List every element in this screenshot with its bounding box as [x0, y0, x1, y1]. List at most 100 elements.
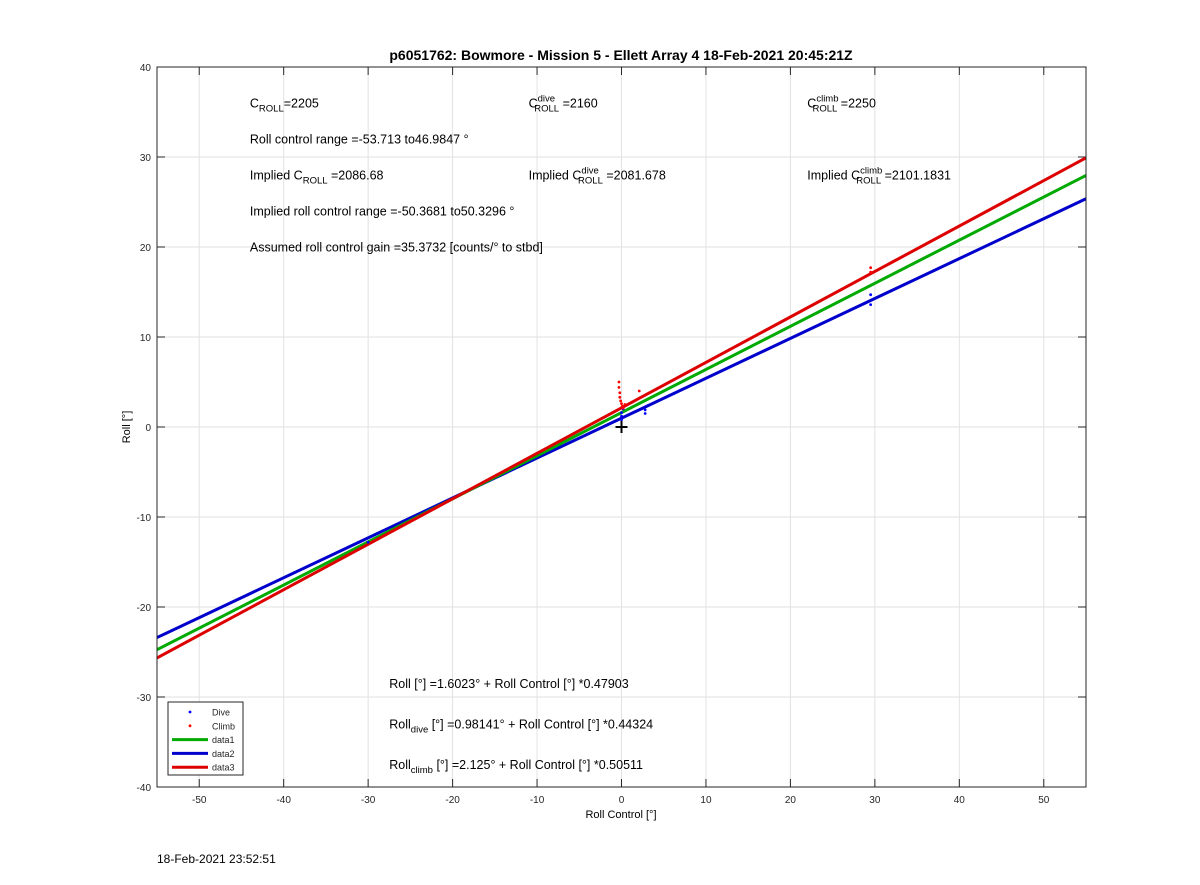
- fit-line-data2: [156, 197, 1087, 639]
- x-tick-label: -20: [445, 795, 460, 806]
- dive-point: [620, 411, 623, 414]
- annotation-base: Roll: [389, 758, 411, 772]
- y-tick-label: -40: [137, 783, 152, 794]
- legend-label: data3: [212, 763, 235, 773]
- annotation-text: =2250: [837, 97, 876, 111]
- annotation-sub: dive: [411, 725, 428, 736]
- annotation-sub: ROLL: [856, 176, 881, 187]
- axis-ticks: -50 -40 -30 -20 -10 0 10 20 30 40 50 -40 -30 -20 -10 0 1…: [137, 63, 1086, 806]
- climb-point: [617, 380, 621, 384]
- annotation-5: Implied Cdive ROLL =2081.678: [529, 166, 666, 187]
- annotation-prefix: Implied: [250, 169, 294, 183]
- dive-point: [620, 418, 623, 422]
- y-axis-label: Roll [°]: [121, 411, 133, 444]
- annotation-text: =2160: [559, 97, 598, 111]
- annotation-text: Roll control range =-53.713 to46.9847 °: [250, 133, 469, 147]
- annotation-sub: ROLL: [259, 104, 284, 115]
- climb-point: [620, 402, 623, 405]
- x-tick-label: 0: [619, 795, 625, 806]
- print-timestamp: 18-Feb-2021 23:52:51: [157, 852, 276, 866]
- annotation-8: Assumed roll control gain =35.3732 [coun…: [250, 241, 543, 255]
- annotation-text: Assumed roll control gain =35.3732 [coun…: [250, 241, 543, 255]
- annotation-11: Rollclimb [°] =2.125° + Roll Control [°]…: [389, 758, 643, 776]
- annotation-10: Rolldive [°] =0.98141° + Roll Control [°…: [389, 718, 653, 736]
- annotation-sup: dive: [538, 94, 555, 105]
- y-tick-label: -30: [137, 693, 152, 704]
- annotation-text: Implied roll control range =-50.3681 to5…: [250, 205, 515, 219]
- annotation-sup: climb: [816, 94, 838, 105]
- legend-label: data2: [212, 749, 235, 759]
- dive-point: [366, 540, 370, 544]
- climb-point: [637, 389, 641, 393]
- annotation-text: =2081.678: [603, 169, 666, 183]
- climb-point: [621, 406, 625, 410]
- annotation-base: C: [851, 169, 860, 183]
- annotation-sub: ROLL: [578, 176, 603, 187]
- annotation-text: =2101.1831: [881, 169, 951, 183]
- y-tick-label: 20: [140, 243, 152, 254]
- fit-line-data3: [156, 156, 1087, 660]
- annotation-base: C: [807, 97, 816, 111]
- annotation-sub: ROLL: [813, 104, 838, 115]
- y-tick-label: 40: [140, 63, 152, 74]
- legend: Dive Climb data1 data2 data3: [167, 701, 244, 776]
- annotation-text: =2205: [284, 97, 319, 111]
- annotation-base: C: [250, 97, 259, 111]
- climb-point: [869, 270, 873, 274]
- annotation-1: Cdive ROLL =2160: [529, 94, 598, 115]
- annotation-text: [°] =0.98141° + Roll Control [°] *0.4432…: [428, 718, 653, 732]
- chart-title: p6051762: Bowmore - Mission 5 - Ellett A…: [389, 47, 853, 63]
- annotation-0: CROLL=2205: [250, 97, 319, 115]
- annotation-prefix: Implied: [807, 169, 851, 183]
- x-tick-label: -50: [192, 795, 207, 806]
- annotation-base: C: [529, 97, 538, 111]
- y-tick-label: 10: [140, 333, 152, 344]
- annotation-9: Roll [°] =1.6023° + Roll Control [°] *0.…: [389, 677, 628, 691]
- x-tick-label: 10: [700, 795, 712, 806]
- annotation-sup: dive: [581, 166, 598, 177]
- x-tick-label: 50: [1038, 795, 1050, 806]
- x-tick-label: 40: [954, 795, 966, 806]
- legend-label: Dive: [212, 708, 230, 718]
- legend-label: data1: [212, 735, 235, 745]
- annotation-base: C: [294, 169, 303, 183]
- annotation-4: Implied CROLL =2086.68: [250, 169, 384, 187]
- y-tick-label: 0: [145, 423, 151, 434]
- climb-point: [617, 386, 621, 389]
- annotation-sub: ROLL: [303, 176, 328, 187]
- annotation-prefix: Implied: [529, 169, 573, 183]
- x-tick-label: 20: [785, 795, 797, 806]
- y-tick-label: -20: [137, 603, 152, 614]
- climb-point: [869, 266, 873, 270]
- dive-point: [869, 303, 873, 306]
- dive-point: [620, 414, 623, 418]
- annotation-6: Implied Cclimb ROLL =2101.1831: [807, 166, 951, 187]
- legend-label: Climb: [212, 721, 235, 731]
- dive-point: [643, 408, 647, 412]
- annotation-sup: climb: [860, 166, 882, 177]
- y-tick-label: -10: [137, 513, 152, 524]
- climb-point: [623, 403, 627, 406]
- legend-marker-climb: [188, 724, 192, 728]
- climb-point: [618, 391, 622, 395]
- annotation-text: [°] =2.125° + Roll Control [°] *0.50511: [433, 758, 643, 772]
- annotation-3: Roll control range =-53.713 to46.9847 °: [250, 133, 469, 147]
- x-tick-label: -10: [530, 795, 545, 806]
- annotation-2: Cclimb ROLL =2250: [807, 94, 876, 115]
- annotation-7: Implied roll control range =-50.3681 to5…: [250, 205, 515, 219]
- climb-point: [618, 395, 622, 399]
- x-tick-label: -30: [361, 795, 376, 806]
- annotation-text: Roll [°] =1.6023° + Roll Control [°] *0.…: [389, 677, 628, 691]
- x-tick-label: 30: [869, 795, 881, 806]
- annotation-sub: climb: [411, 765, 433, 776]
- legend-marker-dive: [188, 710, 192, 714]
- annotation-base: C: [572, 169, 581, 183]
- x-axis-label: Roll Control [°]: [585, 809, 656, 821]
- annotation-base: Roll: [389, 718, 411, 732]
- data-points: [366, 266, 873, 544]
- y-tick-label: 30: [140, 153, 152, 164]
- climb-point: [619, 399, 623, 403]
- annotation-sub: ROLL: [534, 104, 559, 115]
- x-tick-label: -40: [276, 795, 291, 806]
